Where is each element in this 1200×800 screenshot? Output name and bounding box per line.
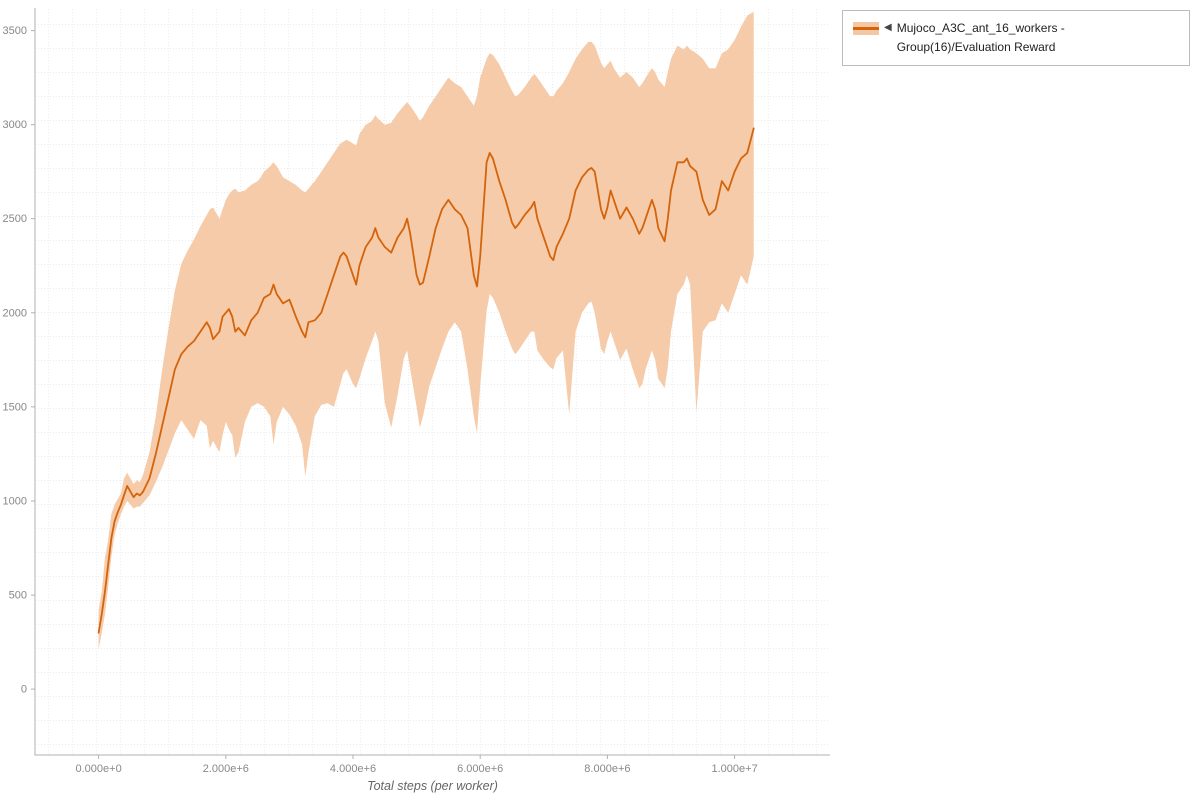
legend-swatch[interactable] [853,22,879,35]
axes [34,8,830,756]
x-tick-label: 6.000e+6 [457,763,503,775]
y-tick-label: 2500 [3,213,27,225]
y-tick-label: 2000 [3,307,27,319]
x-axis-label: Total steps (per worker) [367,779,498,793]
y-tick-label: 3500 [3,25,27,37]
x-tick-label: 2.000e+6 [203,763,249,775]
legend-entry-label[interactable]: Mujoco_A3C_ant_16_workers - Group(16)/Ev… [896,21,1065,55]
x-tick-label: 4.000e+6 [330,763,376,775]
mean-line [97,127,755,634]
confidence-band [98,11,754,650]
y-tick-label: 1500 [3,401,27,413]
x-tick-label: 0.000e+0 [76,763,122,775]
legend: ◀ Mujoco_A3C_ant_16_workers - Group(16)/… [842,10,1190,67]
y-tick-label: 0 [21,684,27,696]
y-tick-label: 3000 [3,119,27,131]
x-tick-label: 1.000e+7 [712,763,758,775]
legend-collapse-icon[interactable]: ◀ [884,22,892,33]
x-tick-label: 8.000e+6 [584,763,630,775]
y-tick-label: 1000 [3,496,27,508]
y-tick-label: 500 [9,590,27,602]
